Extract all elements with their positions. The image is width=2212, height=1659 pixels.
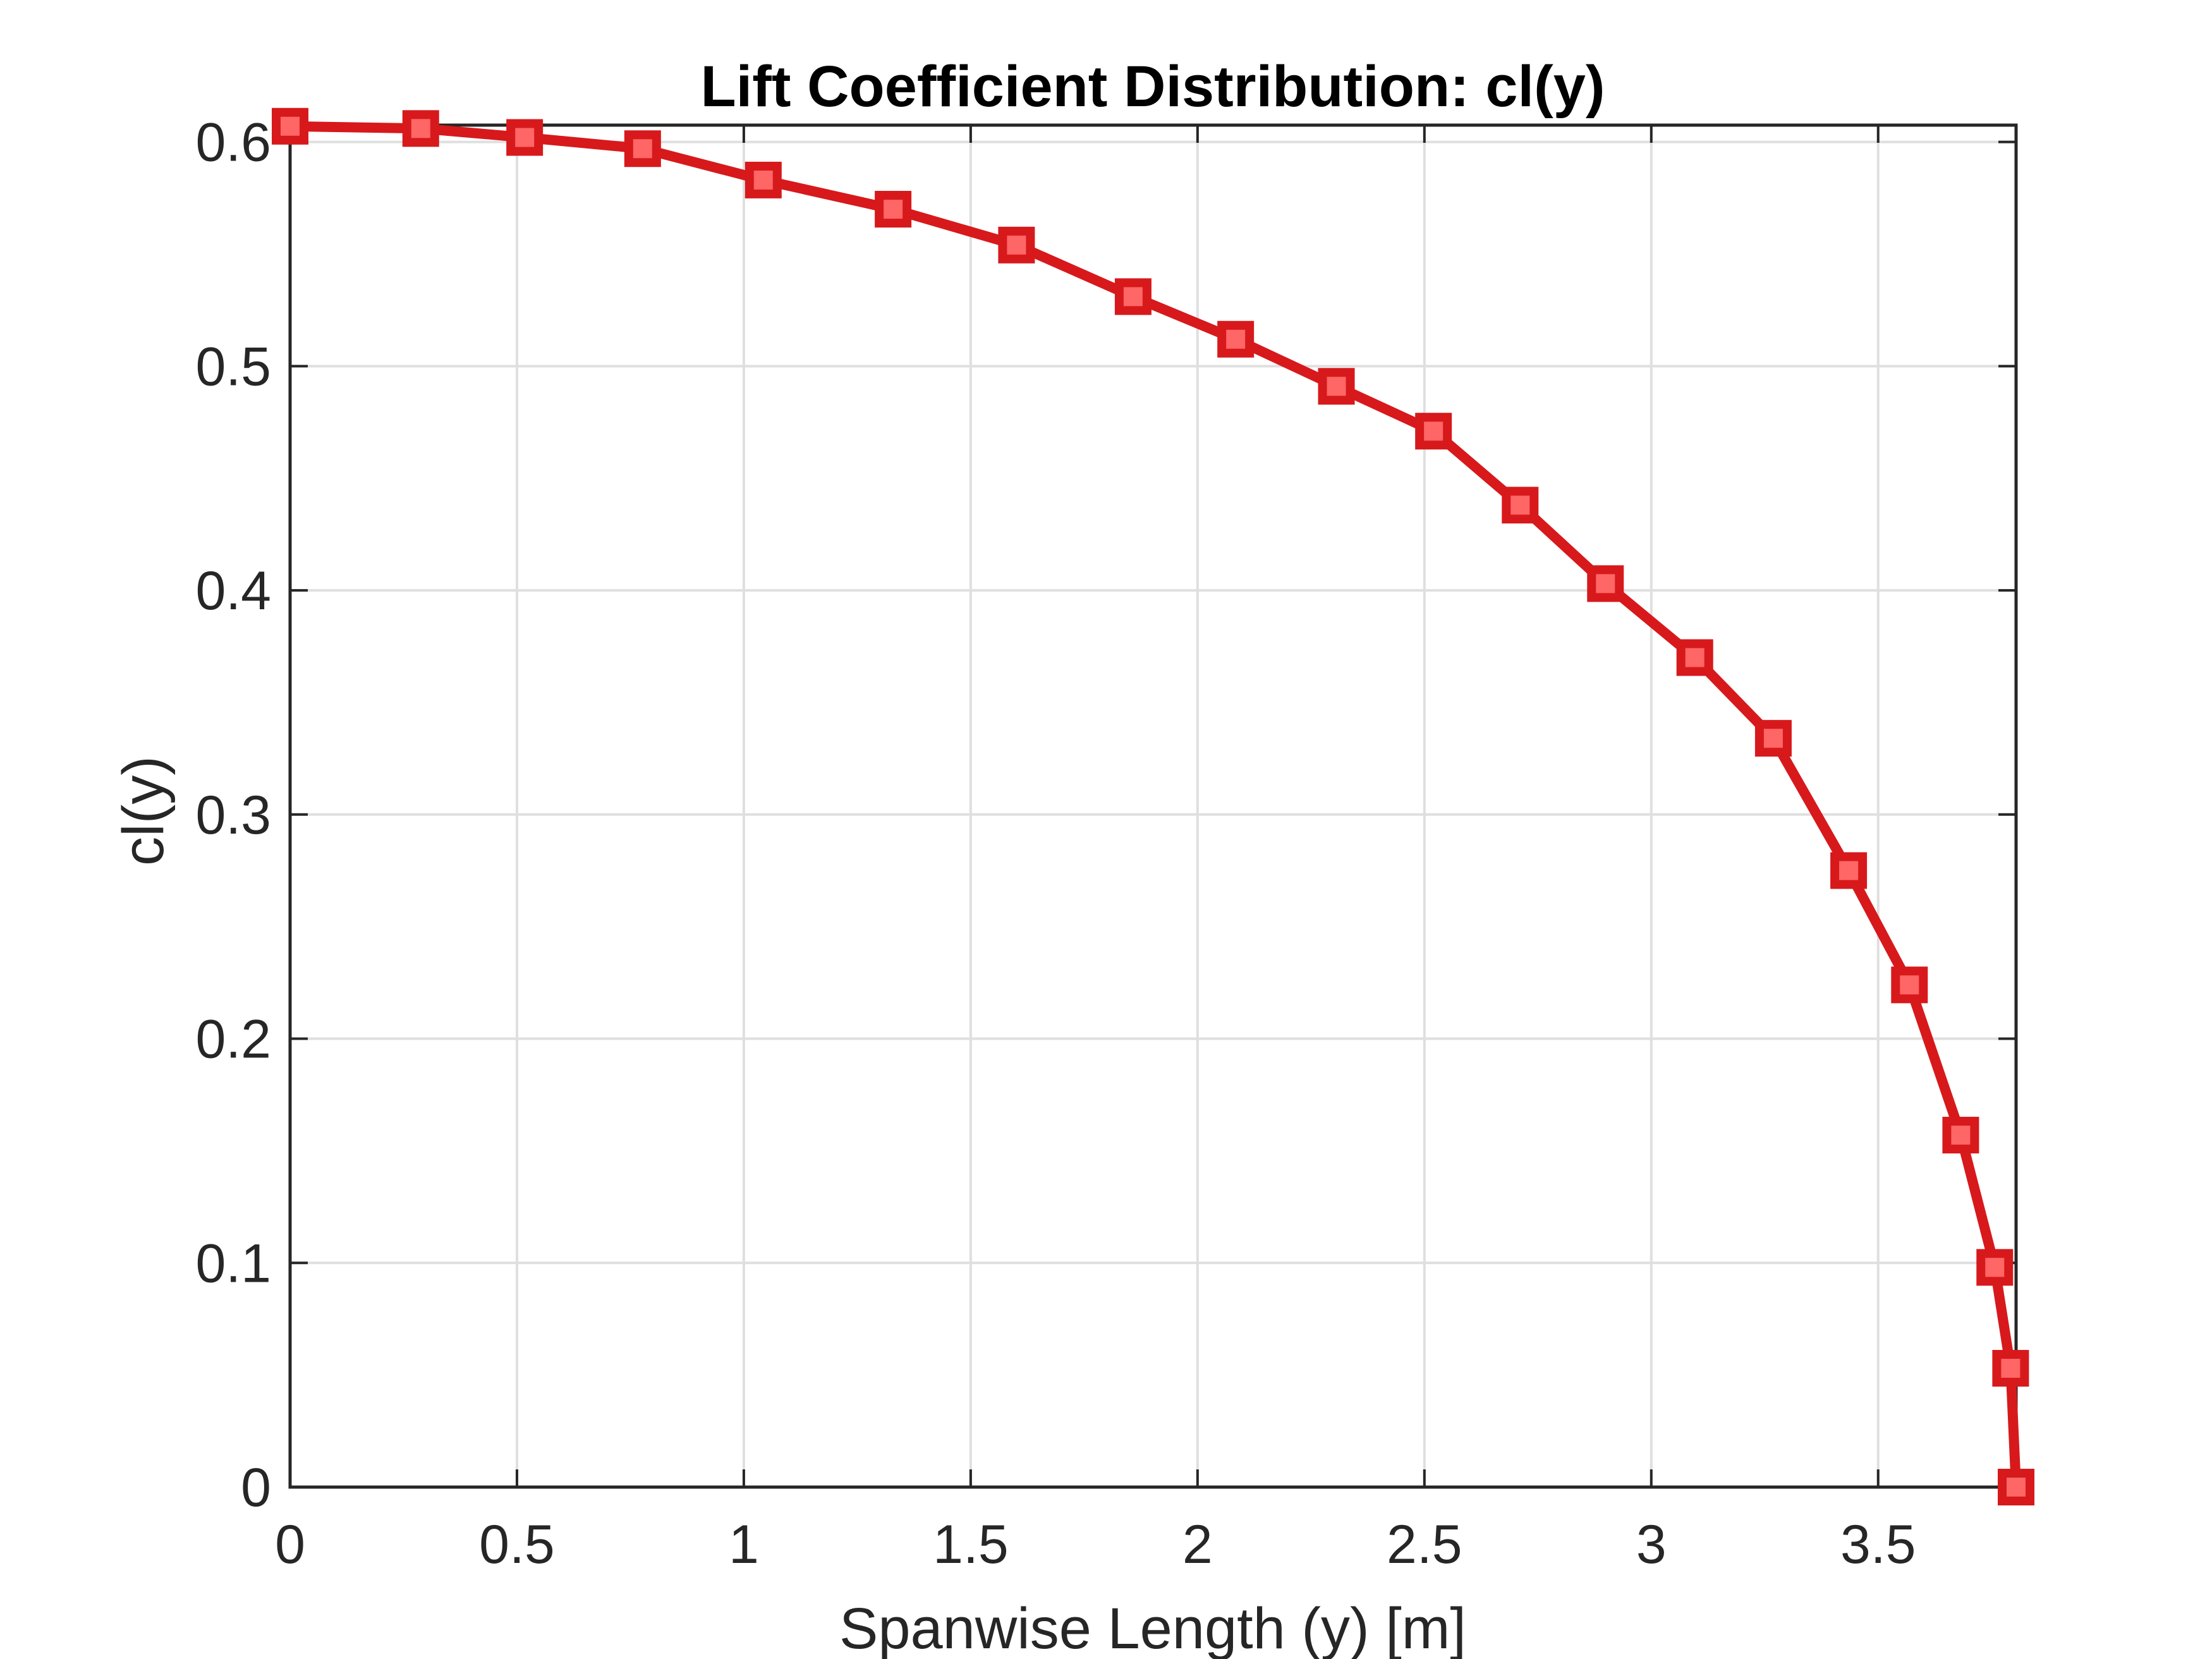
x-axis-label: Spanwise Length (y) [m] — [839, 1596, 1466, 1659]
y-tick-label: 0.2 — [195, 1009, 271, 1070]
square-marker — [1587, 565, 1624, 602]
y-axis-label: cl(y) — [111, 756, 176, 866]
chart-title: Lift Coefficient Distribution: cl(y) — [700, 54, 1605, 119]
x-tick-labels: 0 0.5 1 1.5 2 2.5 3 3.5 — [275, 1514, 1916, 1575]
square-marker — [624, 130, 661, 167]
square-marker — [1942, 1117, 1979, 1154]
square-marker — [875, 191, 912, 228]
y-tick-label: 0 — [241, 1457, 271, 1518]
y-tick-label: 0.3 — [195, 785, 271, 846]
grid-lines — [290, 125, 2016, 1487]
x-tick-label: 0 — [275, 1514, 305, 1575]
square-marker — [1502, 487, 1539, 524]
square-marker — [744, 161, 782, 198]
square-marker — [272, 107, 308, 145]
y-tick-labels: 0 0.1 0.2 0.3 0.4 0.5 0.6 — [195, 112, 271, 1518]
square-marker — [1891, 966, 1928, 1004]
square-marker — [506, 119, 544, 156]
x-tick-label: 1.5 — [933, 1514, 1009, 1575]
square-marker — [1754, 720, 1792, 757]
x-tick-label: 3.5 — [1840, 1514, 1916, 1575]
x-tick-label: 2 — [1182, 1514, 1213, 1575]
y-tick-label: 0.1 — [195, 1233, 271, 1294]
y-tick-label: 0.6 — [195, 112, 271, 173]
square-marker — [1415, 413, 1452, 450]
square-marker — [402, 110, 439, 147]
square-marker — [1217, 320, 1255, 358]
square-marker — [1676, 639, 1713, 676]
square-marker — [1998, 1469, 2034, 1505]
x-tick-label: 2.5 — [1387, 1514, 1462, 1575]
x-tick-label: 0.5 — [479, 1514, 555, 1575]
axes-box — [288, 123, 2018, 1489]
x-tick-label: 3 — [1636, 1514, 1667, 1575]
square-marker — [1318, 368, 1355, 405]
data-series — [272, 107, 2034, 1505]
y-tick-label: 0.5 — [195, 336, 271, 397]
x-tick-label: 1 — [729, 1514, 759, 1575]
square-marker — [1992, 1349, 2029, 1387]
square-marker — [1114, 278, 1152, 315]
square-marker — [1830, 852, 1868, 889]
square-marker — [1976, 1249, 2014, 1286]
y-tick-label: 0.4 — [195, 561, 271, 621]
square-marker — [998, 226, 1035, 264]
